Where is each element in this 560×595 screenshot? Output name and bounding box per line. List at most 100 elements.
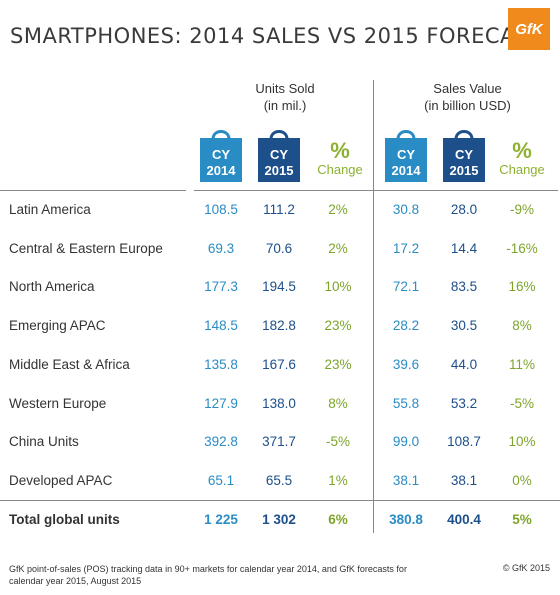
table-row: Central & Eastern Europe 69.3 70.6 2% 17.2 14… <box>0 229 560 268</box>
cell-v15: 30.5 <box>450 318 478 334</box>
table-row: North America 177.3 194.5 10% 72.1 83.5 16% <box>0 267 560 306</box>
cell-uchg: 2% <box>328 202 348 217</box>
region-label: Western Europe <box>9 395 107 411</box>
cell-v15: 400.4 <box>447 512 481 527</box>
units-header-line1: Units Sold <box>255 81 315 96</box>
region-label: Latin America <box>9 202 91 217</box>
value-header-line1: Sales Value <box>433 81 502 96</box>
cell-uchg: 8% <box>328 395 348 411</box>
cell-u14: 127.9 <box>204 395 238 411</box>
source-note: GfK point-of-sales (POS) tracking data i… <box>9 564 407 586</box>
cell-vchg: -16% <box>506 240 538 256</box>
units-change-header: % Change <box>310 138 370 178</box>
cell-vchg: 5% <box>512 512 532 527</box>
cell-uchg: 10% <box>324 279 352 295</box>
cell-vchg: 0% <box>512 472 532 488</box>
table-row: Middle East & Africa 135.8 167.6 23% 39.6 44.… <box>0 345 560 384</box>
table-row: Developed APAC 65.1 65.5 1% 38.1 38.1 0% <box>0 461 560 500</box>
cell-uchg: 6% <box>328 512 348 527</box>
region-label: Emerging APAC <box>9 318 106 334</box>
cell-v14: 30.8 <box>392 202 420 217</box>
cell-u15: 167.6 <box>262 356 296 372</box>
cell-vchg: 11% <box>508 356 536 372</box>
region-label: Middle East & Africa <box>9 356 130 372</box>
region-label: China Units <box>9 434 79 450</box>
bag-year-label: 2015 <box>264 163 294 178</box>
bag-year-label: 2014 <box>391 163 421 178</box>
units-header-line2: (in mil.) <box>263 98 307 113</box>
cell-uchg: 1% <box>328 472 348 488</box>
pct-word: Change <box>317 162 363 177</box>
total-row: Total global units 1 225 1 302 6% 380.8 400.4… <box>0 500 560 539</box>
cell-uchg: 2% <box>328 240 348 256</box>
pct-symbol: % <box>330 138 350 163</box>
cell-v14: 55.8 <box>392 395 420 411</box>
pct-word: Change <box>499 162 545 177</box>
cell-v14: 17.2 <box>392 240 420 256</box>
cell-u14: 108.5 <box>204 202 238 217</box>
cell-u15: 70.6 <box>265 240 293 256</box>
pct-symbol: % <box>512 138 532 163</box>
region-label: Developed APAC <box>9 472 113 488</box>
cell-v14: 99.0 <box>392 434 420 450</box>
cell-vchg: 8% <box>512 318 532 334</box>
cell-u15: 111.2 <box>263 202 295 217</box>
bag-2015-units-icon: CY 2015 <box>256 125 302 182</box>
cell-vchg: 10% <box>508 434 536 450</box>
cell-u15: 1 302 <box>262 512 296 527</box>
total-rule <box>0 500 560 501</box>
cell-u14: 65.1 <box>207 472 235 488</box>
chart-title: SMARTPHONES: 2014 SALES VS 2015 FORECAST <box>10 24 543 48</box>
cell-u14: 148.5 <box>204 318 238 334</box>
cell-v15: 53.2 <box>450 395 478 411</box>
copyright: © GfK 2015 <box>502 563 550 573</box>
table-row: Emerging APAC 148.5 182.8 23% 28.2 30.5 8% <box>0 306 560 345</box>
cell-v15: 83.5 <box>450 279 478 295</box>
cell-u15: 182.8 <box>262 318 296 334</box>
value-header-line2: (in billion USD) <box>424 98 511 113</box>
cell-v15: 44.0 <box>450 356 478 372</box>
table-row: Western Europe 127.9 138.0 8% 55.8 53.2 -5% <box>0 384 560 423</box>
bag-year-label: 2015 <box>449 163 479 178</box>
cell-v15: 28.0 <box>450 202 478 217</box>
header-rule-right <box>194 190 558 191</box>
cell-uchg: 23% <box>324 356 352 372</box>
bag-cy-label: CY <box>211 147 231 162</box>
bag-cy-label: CY <box>396 147 416 162</box>
cell-v14: 38.1 <box>392 472 420 488</box>
cell-v14: 72.1 <box>392 279 420 295</box>
bag-2014-value-icon: CY 2014 <box>383 125 429 182</box>
cell-v15: 38.1 <box>450 472 478 488</box>
cell-vchg: -9% <box>509 202 534 217</box>
column-group-divider <box>373 80 374 533</box>
cell-u14: 135.8 <box>204 356 238 372</box>
header-rule-left <box>0 190 186 191</box>
cell-u15: 371.7 <box>262 434 296 450</box>
cell-uchg: -5% <box>325 434 350 450</box>
bag-2014-units-icon: CY 2014 <box>198 125 244 182</box>
cell-u14: 177.3 <box>204 279 238 295</box>
sales-value-header: Sales Value (in billion USD) <box>405 80 530 114</box>
cell-u15: 138.0 <box>262 395 296 411</box>
cell-vchg: 16% <box>508 279 536 295</box>
cell-v14: 28.2 <box>392 318 420 334</box>
table-row: China Units 392.8 371.7 -5% 99.0 108.7 10% <box>0 422 560 461</box>
cell-v15: 14.4 <box>450 240 478 256</box>
cell-v14: 380.8 <box>389 512 423 527</box>
bag-cy-label: CY <box>454 147 474 162</box>
cell-vchg: -5% <box>509 395 534 411</box>
bag-cy-label: CY <box>269 147 289 162</box>
cell-u15: 65.5 <box>265 472 293 488</box>
region-label: North America <box>9 279 95 295</box>
cell-u15: 194.5 <box>262 279 296 295</box>
value-change-header: % Change <box>492 138 552 178</box>
table-row: Latin America 108.5 111.2 2% 30.8 28.0 -9% <box>0 190 560 229</box>
bag-year-label: 2014 <box>206 163 236 178</box>
cell-uchg: 23% <box>324 318 352 334</box>
cell-u14: 392.8 <box>204 434 238 450</box>
cell-u14: 1 225 <box>204 512 238 527</box>
cell-u14: 69.3 <box>207 240 235 256</box>
cell-v15: 108.7 <box>447 434 481 450</box>
region-label: Total global units <box>9 512 120 527</box>
gfk-logo: GfK <box>508 8 550 50</box>
